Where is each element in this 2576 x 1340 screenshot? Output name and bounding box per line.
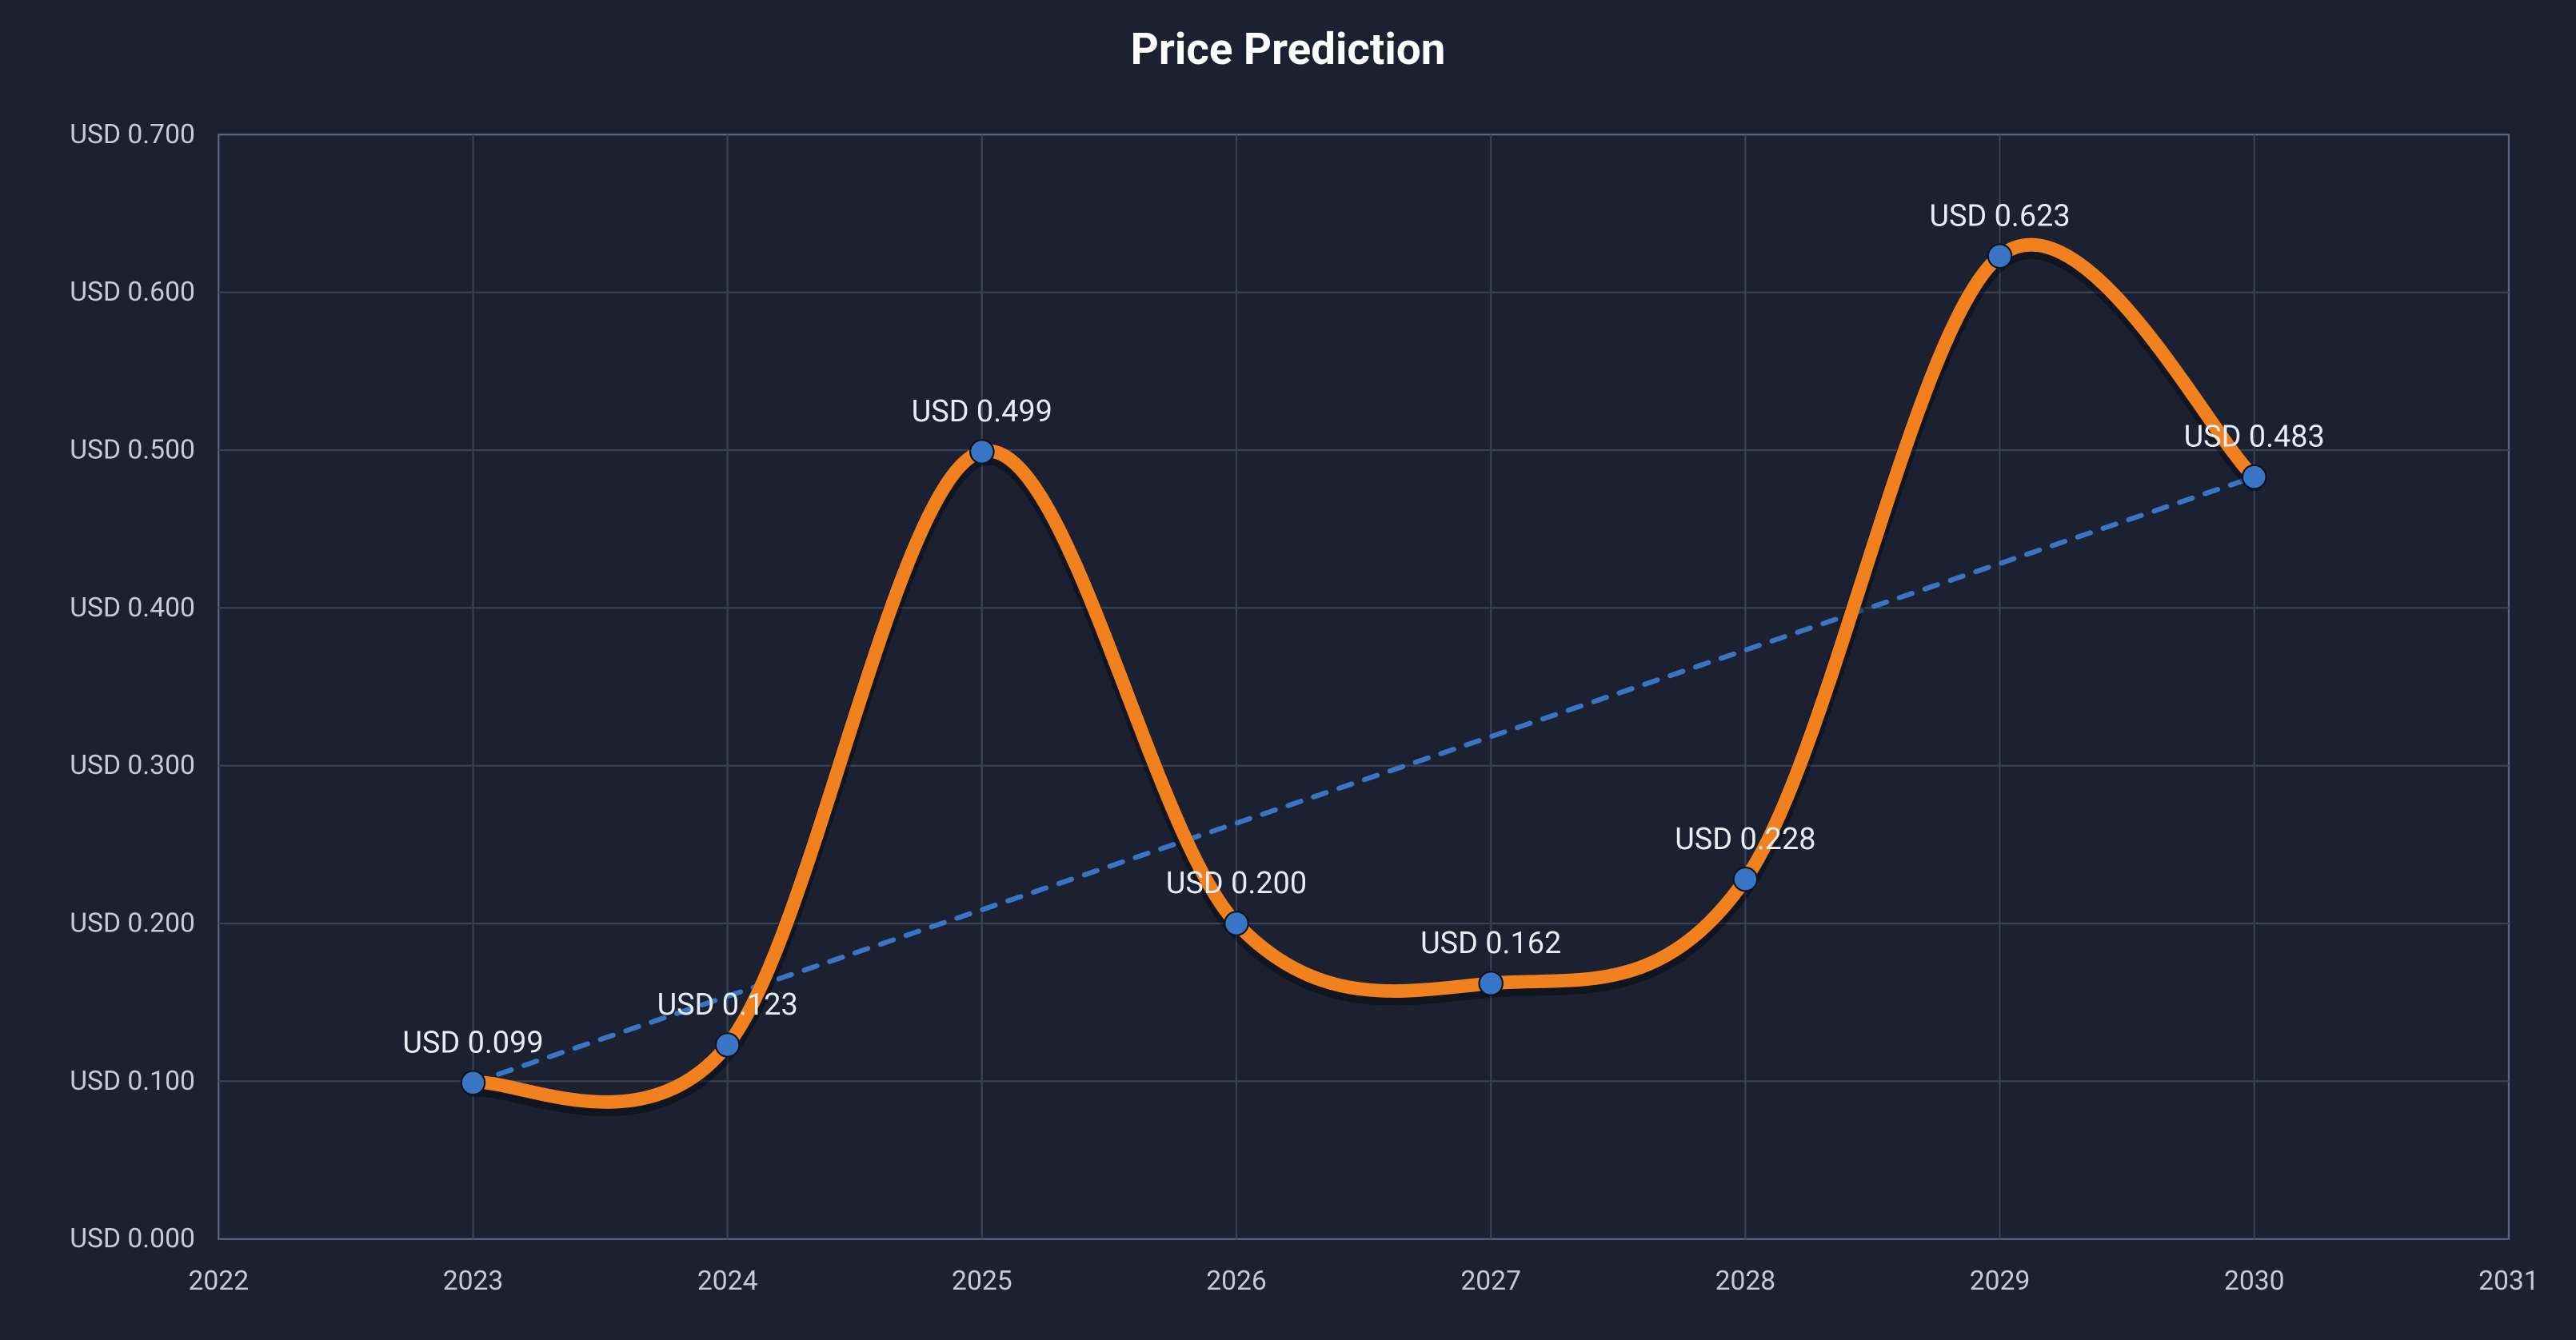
data-point-label: USD 0.123 xyxy=(657,987,798,1023)
y-tick-label: USD 0.400 xyxy=(70,592,195,624)
data-point-label: USD 0.228 xyxy=(1675,822,1815,857)
x-tick-label: 2022 xyxy=(189,1266,250,1297)
y-tick-label: USD 0.200 xyxy=(70,908,195,939)
x-tick-label: 2029 xyxy=(1970,1266,2031,1297)
x-tick-label: 2027 xyxy=(1460,1266,1521,1297)
data-point-label: USD 0.162 xyxy=(1420,926,1561,961)
x-tick-label: 2024 xyxy=(697,1266,758,1297)
data-point xyxy=(461,1071,485,1095)
price-prediction-chart: Price Prediction USD 0.000 USD 0.100 USD 0.… xyxy=(0,0,2576,1340)
y-tick-label: USD 0.000 xyxy=(70,1223,195,1254)
data-point-label: USD 0.483 xyxy=(2184,420,2325,455)
x-tick-label: 2031 xyxy=(2478,1266,2539,1297)
x-tick-label: 2026 xyxy=(1206,1266,1267,1297)
chart-svg: Price Prediction USD 0.000 USD 0.100 USD 0.… xyxy=(0,0,2576,1340)
data-point xyxy=(716,1033,739,1056)
data-point xyxy=(970,440,993,463)
x-tick-label: 2025 xyxy=(952,1266,1012,1297)
data-point xyxy=(1734,867,1757,891)
data-point-label: USD 0.499 xyxy=(912,394,1052,429)
data-point xyxy=(1479,971,1502,995)
x-tick-label: 2030 xyxy=(2224,1266,2285,1297)
y-tick-label: USD 0.300 xyxy=(70,750,195,781)
y-tick-label: USD 0.600 xyxy=(70,277,195,308)
chart-title: Price Prediction xyxy=(1131,24,1446,75)
data-point xyxy=(2243,465,2266,489)
x-tick-label: 2028 xyxy=(1715,1266,1776,1297)
x-tick-label: 2023 xyxy=(443,1266,504,1297)
data-point-label: USD 0.099 xyxy=(402,1025,543,1060)
data-point-label: USD 0.623 xyxy=(1929,198,2070,233)
y-tick-label: USD 0.700 xyxy=(70,119,195,150)
y-tick-label: USD 0.100 xyxy=(70,1066,195,1097)
data-point xyxy=(1224,911,1248,935)
data-point xyxy=(1988,245,2011,268)
data-point-label: USD 0.200 xyxy=(1166,866,1307,901)
y-tick-label: USD 0.500 xyxy=(70,435,195,466)
